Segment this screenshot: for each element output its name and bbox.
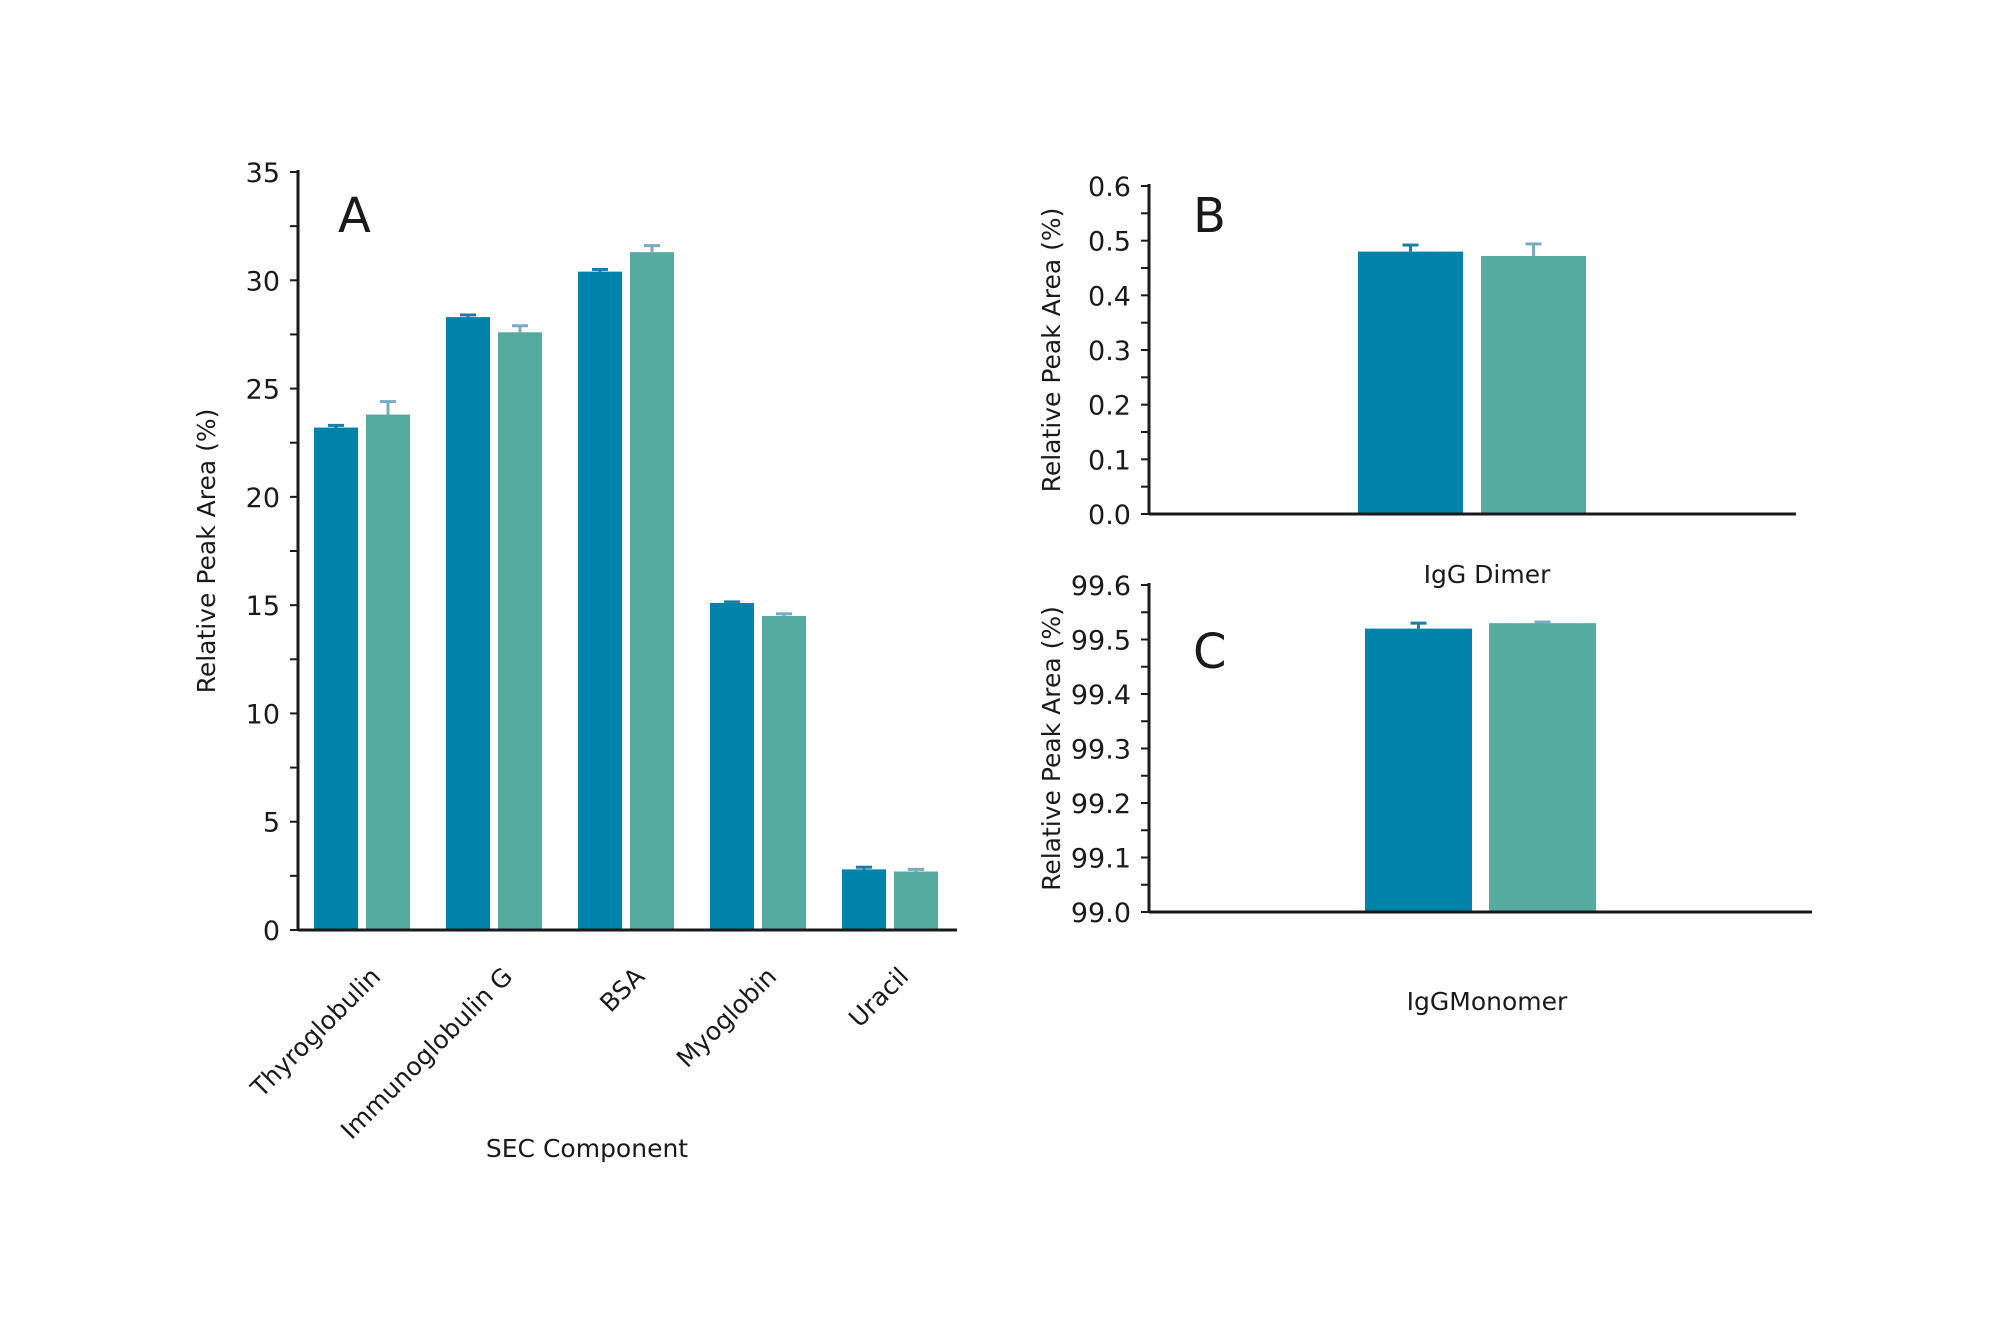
y-tick-label: 0.6	[1088, 172, 1131, 203]
panel-b: 0.0 0.1 0.2 0.3 0.4 0.5 0.6 Relative Peak Area …	[1037, 172, 1796, 589]
x-tick-label: Myoglobin	[671, 962, 782, 1073]
y-tick-label: 0.2	[1088, 391, 1131, 422]
y-axis-label: Relative Peak Area (%)	[1037, 606, 1066, 891]
bar-iggmonomer-series-2	[1489, 623, 1596, 912]
x-tick-label: Thyroglobulin	[244, 962, 386, 1104]
y-tick-label: 30	[246, 266, 280, 297]
bar-immunoglobulin-g-series-1	[446, 317, 490, 930]
bar-bsa-series-1	[578, 271, 622, 930]
y-axis-label: Relative Peak Area (%)	[192, 409, 221, 694]
bar-immunoglobulin-g-series-2	[498, 332, 542, 931]
panel-label: B	[1193, 188, 1226, 244]
bar-iggmonomer-series-1	[1365, 628, 1472, 912]
x-tick-label: BSA	[594, 962, 650, 1018]
bar-igg-dimer-series-2	[1481, 255, 1586, 514]
y-tick-label: 5	[263, 808, 280, 839]
y-tick-label: 0.1	[1088, 445, 1131, 476]
y-tick-label: 99.5	[1071, 626, 1131, 657]
y-tick-label: 10	[246, 699, 280, 730]
bar-uracil-series-2	[894, 871, 938, 930]
y-tick-label: 99.6	[1071, 571, 1131, 602]
y-tick-label: 15	[246, 591, 280, 622]
panel-label: A	[338, 188, 371, 244]
bar-bsa-series-2	[630, 252, 674, 931]
panel-label: C	[1193, 624, 1227, 680]
bar-uracil-series-1	[842, 869, 886, 930]
bar-myoglobin-series-1	[710, 602, 754, 930]
bar-myoglobin-series-2	[762, 615, 806, 930]
y-tick-label: 0	[263, 916, 280, 947]
x-axis-label: SEC Component	[486, 1134, 688, 1163]
y-tick-label: 99.1	[1071, 844, 1131, 875]
y-tick-label: 20	[246, 483, 280, 514]
y-tick-label: 0.3	[1088, 336, 1131, 367]
x-axis-label: IgGMonomer	[1407, 987, 1568, 1016]
y-tick-label: 25	[246, 375, 280, 406]
x-axis-label: IgG Dimer	[1424, 560, 1551, 589]
y-axis-label: Relative Peak Area (%)	[1037, 208, 1066, 493]
y-tick-label: 0.4	[1088, 281, 1131, 312]
y-tick-label: 99.4	[1071, 680, 1131, 711]
y-tick-label: 99.3	[1071, 735, 1131, 766]
bar-igg-dimer-series-1	[1358, 251, 1463, 514]
y-tick-label: 0.0	[1088, 500, 1131, 531]
y-tick-label: 99.2	[1071, 789, 1131, 820]
bar-thyroglobulin-series-1	[314, 427, 358, 930]
bar-thyroglobulin-series-2	[366, 414, 410, 930]
x-tick-label: Uracil	[843, 962, 914, 1033]
y-tick-label: 35	[246, 158, 280, 189]
y-tick-label: 0.5	[1088, 227, 1131, 258]
y-tick-label: 99.0	[1071, 898, 1131, 929]
